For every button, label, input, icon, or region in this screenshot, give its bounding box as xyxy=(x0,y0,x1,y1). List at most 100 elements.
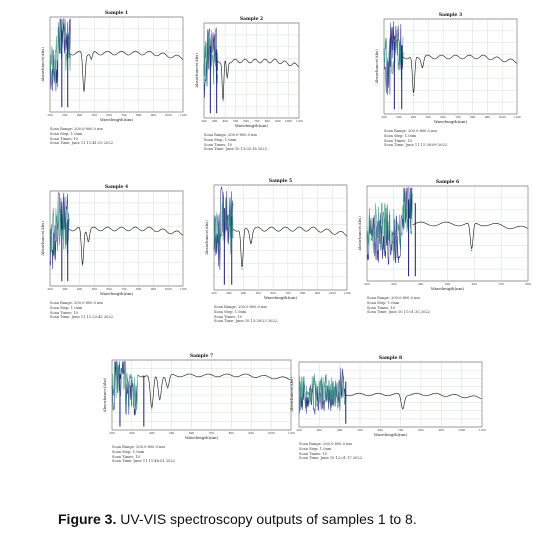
dip-point xyxy=(471,250,473,252)
scan-range: Scan Range: 200.0-800.0 nm xyxy=(50,301,103,305)
x-tick-label: 1000 xyxy=(499,115,506,119)
scan-time: Scan Time: June 11 11:41:03 2022 xyxy=(50,141,113,146)
y-axis-label: Absorbance(Abs) xyxy=(194,53,199,89)
x-tick-label: 500 xyxy=(357,428,363,432)
x-tick-label: 700 xyxy=(455,115,461,119)
x-tick-label: 800 xyxy=(300,291,306,295)
scan-range: Scan Range: 200.0-800.0 nm xyxy=(214,305,267,309)
noise-trace-2 xyxy=(49,197,70,259)
scan-time: Scan Time: June 10 12:01:17 2022 xyxy=(299,456,362,461)
noise-trace-2 xyxy=(213,191,234,254)
chart-title: Sample 2 xyxy=(240,16,263,22)
x-tick-label: 400 xyxy=(222,119,228,123)
x-axis-label: Wavelength(nm) xyxy=(235,123,269,128)
dip-point xyxy=(226,77,228,79)
x-tick-label: 500 xyxy=(256,291,262,295)
dip-point xyxy=(90,59,92,61)
x-tick-label: 400 xyxy=(337,428,343,432)
x-tick-label: 400 xyxy=(241,291,247,295)
dip-point xyxy=(83,90,85,92)
scan-step: Scan Step: 1.0nm xyxy=(50,305,83,310)
spectrum-panel-8: 200 300 400 500 600 700 800 900 1000 1100 Sample 8… xyxy=(285,353,486,460)
x-axis-label: Wavelength(nm) xyxy=(434,119,468,124)
spectrum-line xyxy=(412,221,528,250)
dip-point xyxy=(159,397,161,400)
x-tick-label: 900 xyxy=(315,291,321,295)
chart-title: Sample 6 xyxy=(436,179,459,185)
noise-trace-2 xyxy=(298,373,346,409)
x-tick-label: 900 xyxy=(151,287,157,291)
x-tick-label: 1000 xyxy=(165,113,172,117)
x-tick-label: 800 xyxy=(418,428,424,432)
scan-times: Scan Times: 10 xyxy=(299,451,327,456)
x-tick-label: 800 xyxy=(265,119,271,123)
spectrum-panel-2: 200 300 400 500 600 700 800 900 1000 1100 Sample 2… xyxy=(190,14,303,151)
scan-range: Scan Range: 200.0-800.0 nm xyxy=(384,129,437,133)
chart-title: Sample 3 xyxy=(439,12,462,18)
scan-times: Scan Times: 10 xyxy=(50,310,78,315)
scan-metadata: Scan Range: 200.0-800.0 nm Scan Step: 1.0… xyxy=(214,305,277,324)
x-tick-label: 1100 xyxy=(179,113,186,117)
x-tick-label: 800 xyxy=(136,287,142,291)
noise-trace-2 xyxy=(49,18,71,84)
dip-point xyxy=(222,100,224,102)
x-tick-label: 700 xyxy=(121,113,127,117)
x-tick-label: 600 xyxy=(440,115,446,119)
x-tick-label: 300 xyxy=(129,431,135,435)
spectrum-chart-6: 200 300 400 500 600 700 800 Sample 6 Wavelength(… xyxy=(357,179,531,291)
spectrum-line xyxy=(403,54,518,94)
dip-point xyxy=(421,65,424,68)
noise-trace-1 xyxy=(383,21,404,96)
scan-time: Scan Time: June 10 11:01:35 2022 xyxy=(367,310,430,315)
x-tick-label: 500 xyxy=(169,431,175,435)
x-tick-label: 200 xyxy=(364,282,370,286)
x-tick-label: 1000 xyxy=(285,119,292,123)
scan-metadata: Scan Range: 200.0-800.0 nm Scan Step: 1.0… xyxy=(299,442,362,461)
y-axis-label: Absorbance(Abs) xyxy=(40,47,45,83)
scan-range: Scan Range: 200.0-800.0 nm xyxy=(299,442,352,446)
scan-range: Scan Range: 200.0-800.0 nm xyxy=(367,296,420,300)
x-tick-label: 600 xyxy=(189,431,195,435)
x-axis-label: Wavelength(nm) xyxy=(100,117,134,122)
dip-point xyxy=(87,239,90,241)
x-tick-label: 200 xyxy=(296,428,302,432)
x-tick-label: 200 xyxy=(47,113,53,117)
scan-time: Scan Time: June 10 13:28:23 2022 xyxy=(214,319,277,324)
x-tick-label: 700 xyxy=(254,119,260,123)
y-axis-label: Absorbance(Abs) xyxy=(102,377,107,413)
x-tick-label: 200 xyxy=(211,291,217,295)
x-tick-label: 600 xyxy=(106,113,112,117)
x-tick-label: 1100 xyxy=(295,119,302,123)
scan-step: Scan Step: 1.0nm xyxy=(204,137,237,142)
dip-point xyxy=(402,408,404,410)
x-tick-label: 300 xyxy=(396,115,402,119)
spectrum-line xyxy=(217,58,299,101)
spectrum-line xyxy=(233,226,348,268)
spectrum-panel-7: 200 300 400 500 600 700 800 900 1000 1100 Sample 7… xyxy=(98,351,295,463)
x-tick-label: 200 xyxy=(47,287,53,291)
spectrum-line xyxy=(70,50,184,92)
x-tick-label: 600 xyxy=(378,428,384,432)
x-tick-label: 400 xyxy=(77,113,83,117)
scan-step: Scan Step: 1.0nm xyxy=(367,300,400,305)
x-axis-label: Wavelength(nm) xyxy=(185,435,219,440)
x-tick-label: 300 xyxy=(391,282,397,286)
dip-point xyxy=(81,264,84,266)
spectrum-line xyxy=(137,373,291,408)
spectrum-chart-7: 200 300 400 500 600 700 800 900 1000 1100 Sample 7… xyxy=(102,353,295,440)
chart-title: Sample 8 xyxy=(379,355,402,361)
x-tick-label: 1100 xyxy=(179,287,186,291)
x-tick-label: 700 xyxy=(285,291,291,295)
scan-times: Scan Times: 10 xyxy=(384,138,412,143)
scan-times: Scan Times: 10 xyxy=(50,136,78,141)
scan-time: Scan Time: June 11 11:23:45 2022 xyxy=(50,315,113,320)
x-tick-label: 400 xyxy=(418,282,424,286)
x-tick-label: 900 xyxy=(485,115,491,119)
spectrum-panel-3: 200 300 400 500 600 700 800 900 1000 1100 Sample 3… xyxy=(370,10,521,147)
scan-times: Scan Times: 10 xyxy=(367,305,395,310)
x-tick-label: 1000 xyxy=(268,431,275,435)
x-tick-label: 900 xyxy=(275,119,281,123)
dip-point xyxy=(167,387,169,389)
x-tick-label: 700 xyxy=(121,287,127,291)
y-axis-label: Absorbance(Abs) xyxy=(357,216,362,252)
